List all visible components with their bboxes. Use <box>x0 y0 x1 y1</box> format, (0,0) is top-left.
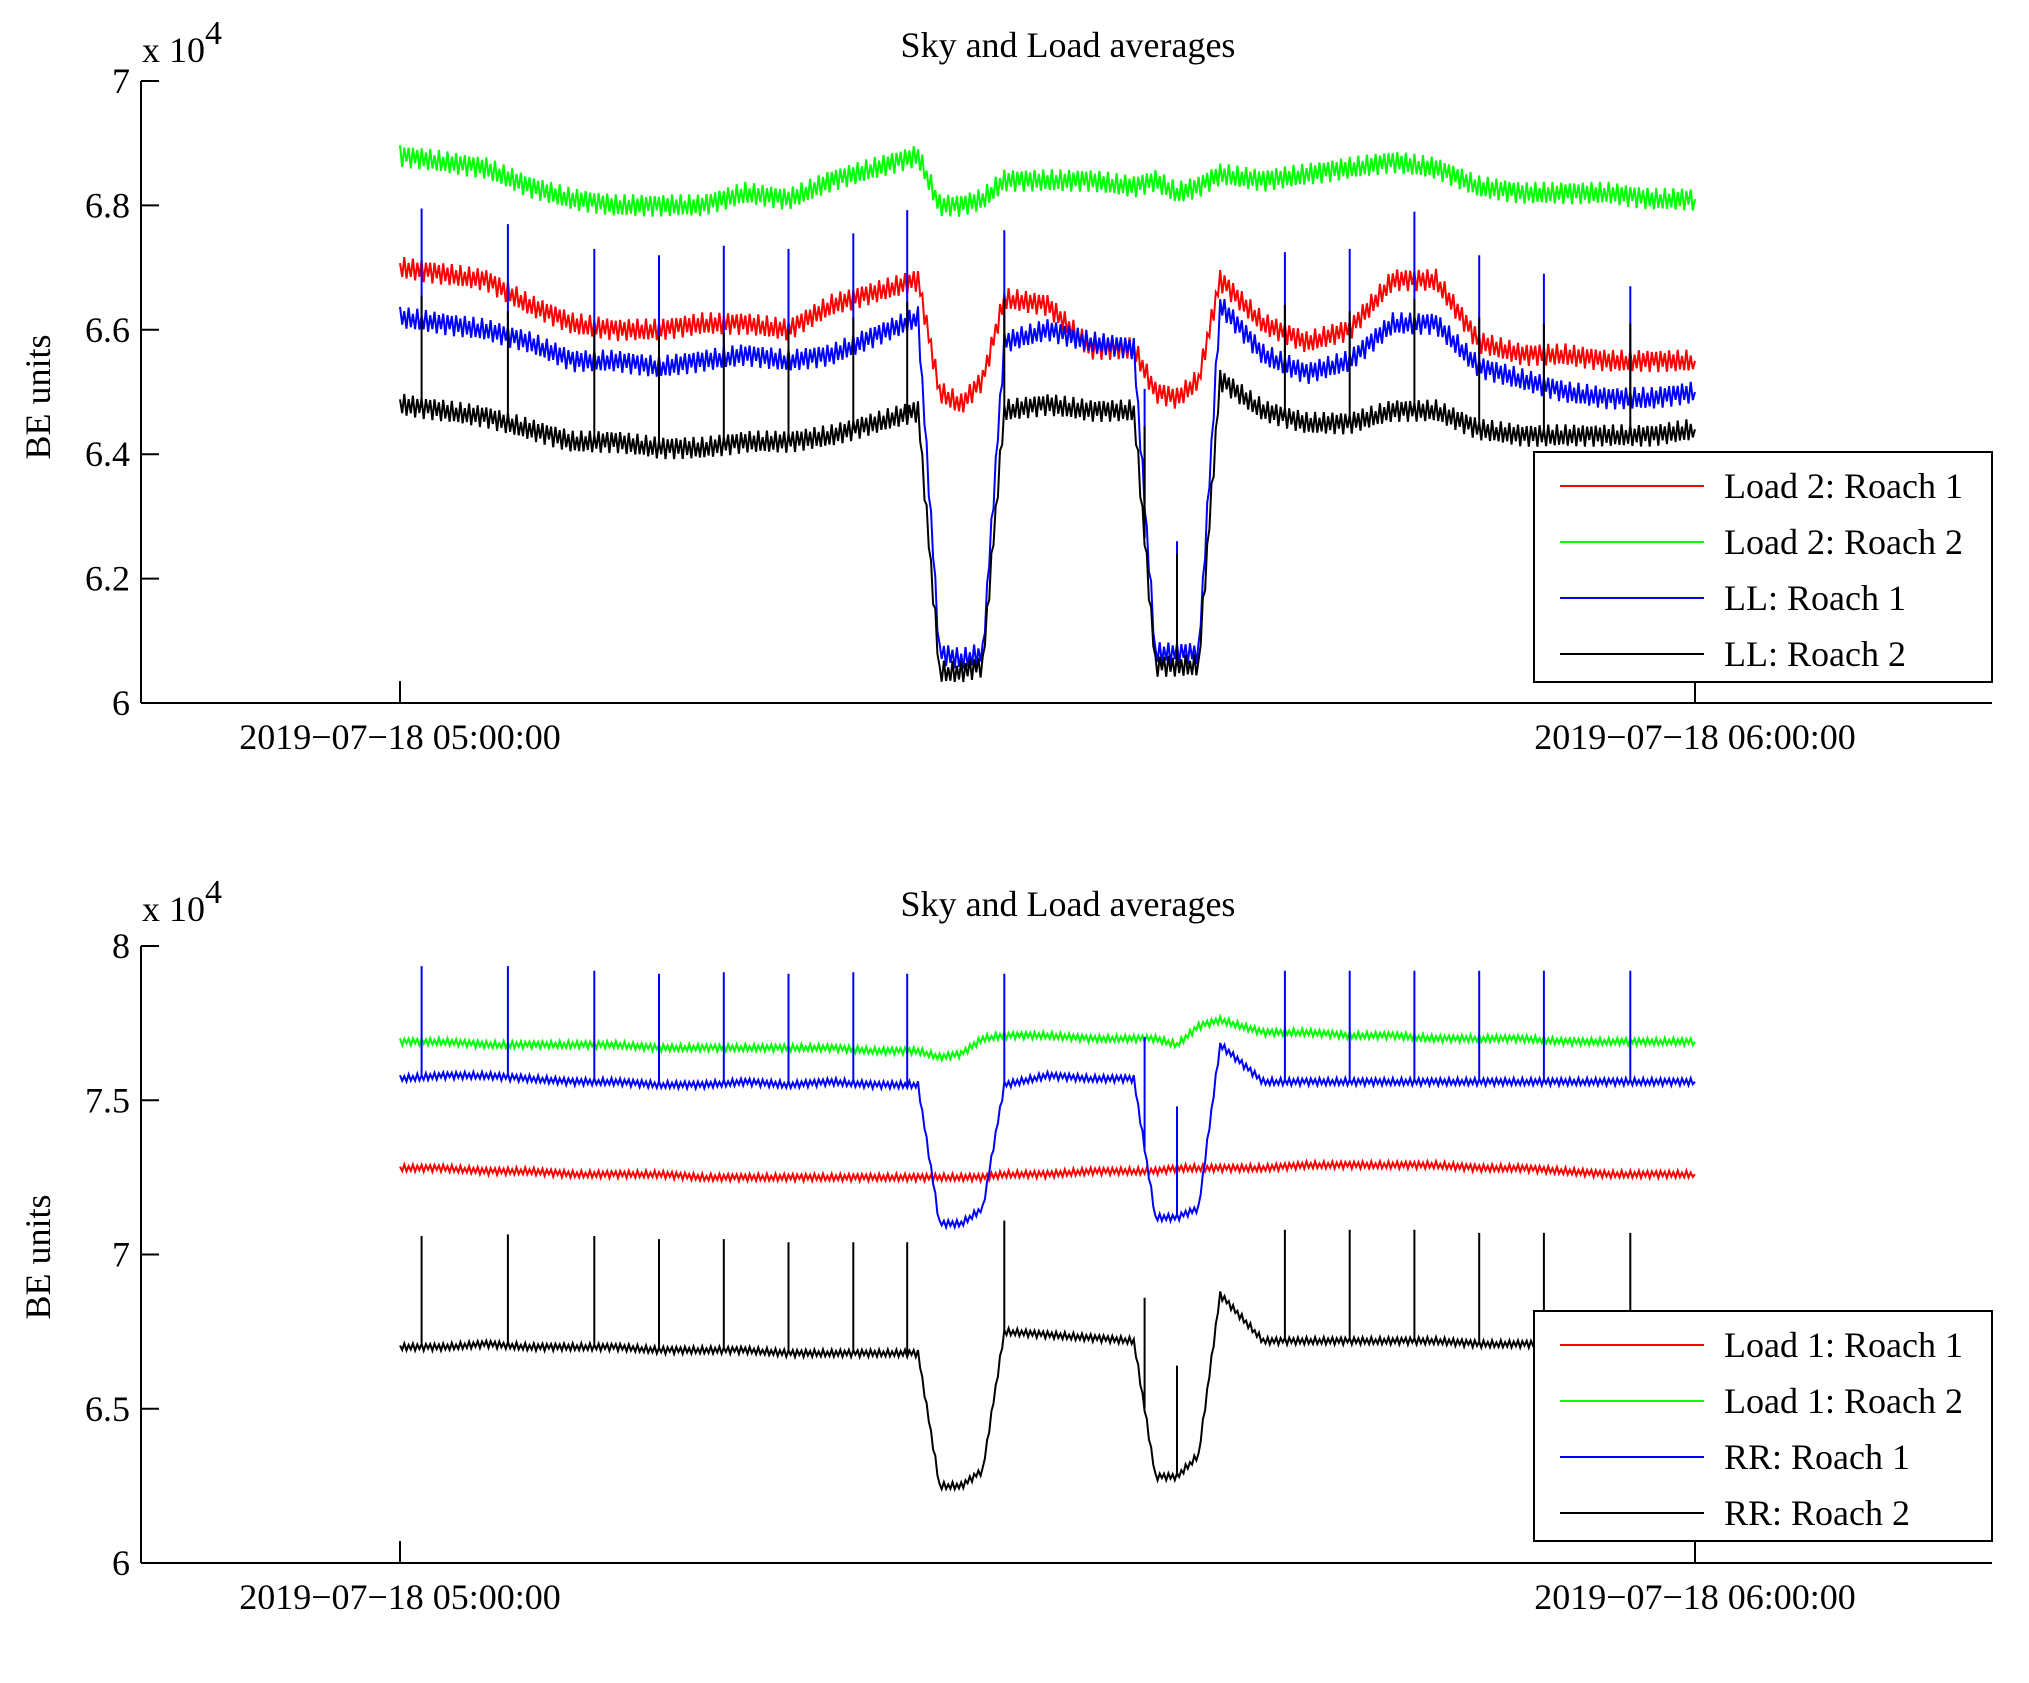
chart-bottom-title: Sky and Load averages <box>901 884 1236 924</box>
chart-bottom-y-ticks: 6 6.5 7 7.5 8 <box>85 926 159 1583</box>
chart-top-legend-label: LL: Roach 2 <box>1724 634 1906 674</box>
chart-top-legend: Load 2: Roach 1 Load 2: Roach 2 LL: Roach … <box>1533 451 1993 683</box>
chart-top-y-tick-label: 6 <box>112 683 130 723</box>
chart-bottom-y-axis-label: BE units <box>18 1194 58 1319</box>
chart-bottom-x-ticks: 2019−07−18 05:00:00 2019−07−18 06:00:00 <box>239 1541 1856 1617</box>
chart-top-legend-box <box>1533 451 1993 683</box>
chart-top-legend-label: Load 2: Roach 1 <box>1724 466 1963 506</box>
chart-top-lines <box>399 145 1696 683</box>
chart-top-axes <box>140 81 1992 704</box>
chart-bottom-y-tick-label: 6 <box>112 1543 130 1583</box>
chart-top-legend-label: LL: Roach 1 <box>1724 578 1906 618</box>
chart-top-y-tick-label: 7 <box>112 61 130 101</box>
chart-bottom-legend-label: Load 1: Roach 2 <box>1724 1381 1963 1421</box>
chart-top-y-tick-label: 6.4 <box>85 434 130 474</box>
chart-bottom-y-tick-label: 8 <box>112 926 130 966</box>
chart-top-y-ticks: 6 6.2 6.4 6.6 6.8 7 <box>85 61 159 723</box>
chart-top-title: Sky and Load averages <box>901 25 1236 65</box>
chart-top-x-tick-label: 2019−07−18 05:00:00 <box>239 717 561 757</box>
chart-top-series-2-line <box>399 145 1696 217</box>
chart-top-series-4-line <box>399 295 1696 683</box>
chart-top-y-axis-label: BE units <box>18 334 58 459</box>
chart-bottom-legend-label: Load 1: Roach 1 <box>1724 1325 1963 1365</box>
chart-top-y-multiplier: x 104 <box>142 15 222 70</box>
chart-bottom-x-tick-label: 2019−07−18 05:00:00 <box>239 1577 561 1617</box>
chart-top-y-tick-label: 6.6 <box>85 310 130 350</box>
chart-top-y-tick-label: 6.2 <box>85 559 130 599</box>
chart-top: Sky and Load averages BE units x 104 6 6.… <box>18 15 1993 757</box>
chart-bottom-y-tick-label: 7.5 <box>85 1080 130 1120</box>
chart-bottom-legend-label: RR: Roach 2 <box>1724 1493 1910 1533</box>
chart-bottom-legend-box <box>1533 1310 1993 1542</box>
chart-bottom-series-1-line <box>399 1157 1696 1185</box>
chart-top-x-tick-label: 2019−07−18 06:00:00 <box>1534 717 1856 757</box>
chart-bottom-legend: Load 1: Roach 1 Load 1: Roach 2 RR: Roach … <box>1533 1310 1993 1542</box>
chart-bottom-y-multiplier: x 104 <box>142 874 222 929</box>
chart-bottom-series-3-line <box>399 966 1696 1231</box>
chart-bottom-series-4-line <box>399 1220 1696 1493</box>
chart-top-y-tick-label: 6.8 <box>85 185 130 225</box>
chart-top-x-ticks: 2019−07−18 05:00:00 2019−07−18 06:00:00 <box>239 681 1856 757</box>
chart-bottom-legend-label: RR: Roach 1 <box>1724 1437 1910 1477</box>
chart-bottom-lines <box>399 966 1696 1493</box>
chart-bottom-x-tick-label: 2019−07−18 06:00:00 <box>1534 1577 1856 1617</box>
chart-bottom-y-tick-label: 7 <box>112 1235 130 1275</box>
chart-bottom-y-tick-label: 6.5 <box>85 1389 130 1429</box>
chart-bottom: Sky and Load averages BE units x 104 6 6.… <box>18 874 1993 1617</box>
chart-top-legend-label: Load 2: Roach 2 <box>1724 522 1963 562</box>
